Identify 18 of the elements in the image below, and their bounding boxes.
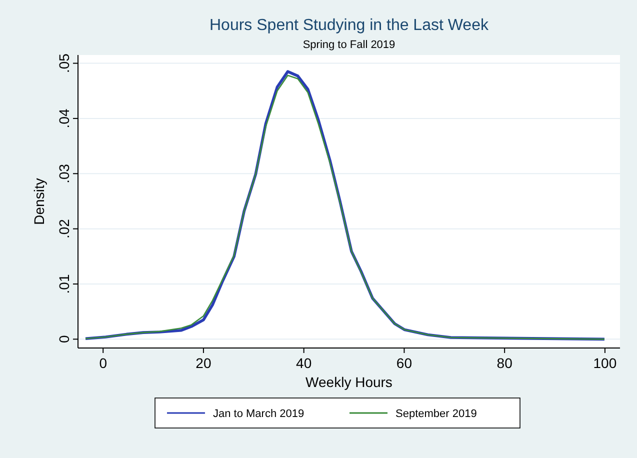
y-tick-label: 0 <box>56 335 72 344</box>
legend-label: September 2019 <box>396 408 477 420</box>
x-tick-label: 60 <box>396 355 412 371</box>
x-tick-label: 20 <box>196 355 212 371</box>
y-tick-label: .04 <box>56 108 72 128</box>
y-tick-label: .05 <box>56 53 72 74</box>
y-tick-label: .03 <box>56 164 72 184</box>
y-tick-label: .02 <box>56 218 72 239</box>
y-tick-label: .01 <box>56 274 72 294</box>
x-axis-title: Weekly Hours <box>306 374 392 390</box>
x-tick-label: 40 <box>296 355 312 371</box>
x-tick-label: 0 <box>99 355 108 371</box>
x-tick-label: 80 <box>496 355 513 371</box>
y-axis-title: Density <box>31 178 47 225</box>
chart-title: Hours Spent Studying in the Last Week <box>210 17 490 34</box>
x-tick-label: 100 <box>593 355 617 371</box>
chart-subtitle: Spring to Fall 2019 <box>302 39 396 51</box>
legend-label: Jan to March 2019 <box>213 408 304 420</box>
